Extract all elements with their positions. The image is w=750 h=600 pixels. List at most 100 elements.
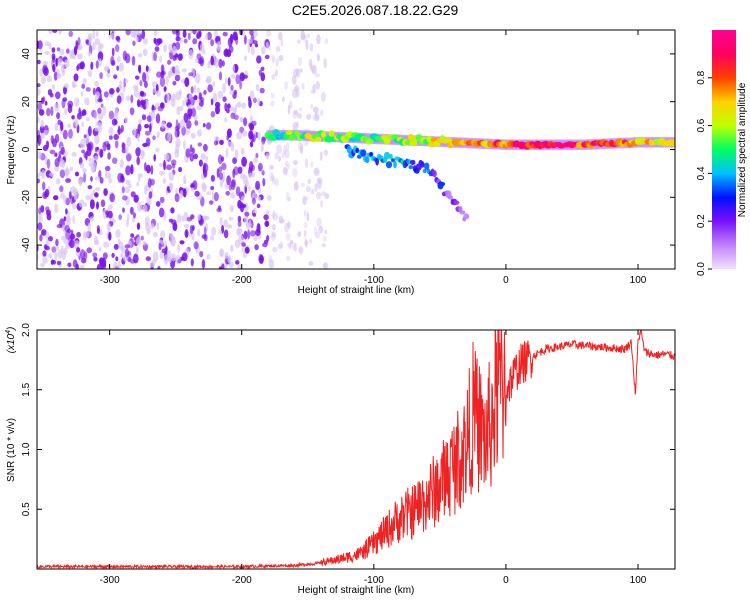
noise-blob <box>156 222 160 230</box>
noise-blob <box>265 30 272 37</box>
noise-blob <box>232 168 236 179</box>
noise-blob <box>190 132 196 139</box>
noise-blob <box>259 256 264 261</box>
noise-blob <box>184 96 188 104</box>
colorbar-ticks: 0.0 0.2 0.4 0.6 0.8 <box>696 70 712 276</box>
noise-blob <box>186 120 192 129</box>
noise-blob <box>73 190 78 201</box>
noise-blob <box>41 229 47 236</box>
noise-blob <box>224 252 229 260</box>
branch-blob <box>393 160 397 169</box>
noise-blob <box>54 203 59 214</box>
noise-blob <box>136 222 141 230</box>
noise-blob <box>236 101 242 108</box>
noise-blob <box>241 102 247 109</box>
noise-blob <box>184 223 190 229</box>
noise-blob <box>226 224 233 229</box>
noise-blob <box>229 205 234 213</box>
noise-blob <box>156 131 160 139</box>
noise-blob <box>299 68 303 73</box>
noise-blob <box>220 248 223 257</box>
noise-blob <box>162 178 167 184</box>
noise-blob <box>59 185 64 193</box>
noise-blob <box>274 69 278 77</box>
noise-blob <box>259 87 265 94</box>
noise-blob <box>279 241 284 248</box>
noise-blob <box>290 239 294 245</box>
noise-blob <box>124 53 131 64</box>
noise-blob <box>54 158 60 167</box>
snr-x-tick-label: -300 <box>100 575 120 586</box>
noise-blob <box>167 59 172 65</box>
noise-blob <box>286 141 290 151</box>
noise-blob <box>43 129 49 136</box>
noise-blob <box>81 121 84 128</box>
noise-blob <box>124 116 129 124</box>
noise-blob <box>230 112 236 119</box>
noise-blob <box>272 212 279 221</box>
spectrogram-y-tick-label: -40 <box>21 237 32 252</box>
noise-blob <box>249 230 256 237</box>
noise-blob <box>287 197 292 202</box>
noise-blob <box>313 167 320 177</box>
noise-blob <box>169 236 176 247</box>
noise-blob <box>237 264 243 269</box>
snr-series-line <box>37 330 675 569</box>
branch-blob <box>383 151 391 160</box>
noise-blob <box>250 46 255 56</box>
snr-y-tick-label: 1.0 <box>21 442 32 456</box>
noise-blob <box>52 64 56 73</box>
noise-blob <box>306 113 312 120</box>
snr-y-scale-suffix: ) <box>6 327 17 331</box>
noise-blob <box>51 84 56 90</box>
noise-blob <box>210 55 214 66</box>
noise-blob <box>92 42 96 51</box>
noise-blob <box>46 213 52 221</box>
noise-blob <box>116 95 122 104</box>
noise-blob <box>299 145 304 154</box>
noise-blob <box>212 81 216 87</box>
spectrogram-x-tick-label: 100 <box>630 275 647 286</box>
noise-blob <box>224 77 228 85</box>
noise-blob <box>146 227 151 235</box>
noise-blob <box>264 220 270 227</box>
noise-blob <box>191 108 197 117</box>
noise-blob <box>37 222 43 231</box>
noise-blob <box>52 55 56 63</box>
ridge-blob <box>426 135 433 143</box>
noise-blob <box>298 107 303 112</box>
noise-blob <box>244 35 247 45</box>
noise-blob <box>137 133 140 142</box>
noise-blob <box>234 149 239 158</box>
noise-blob <box>37 213 43 223</box>
noise-blob <box>287 163 291 170</box>
noise-blob <box>270 93 275 99</box>
noise-blob <box>139 173 143 178</box>
noise-blob <box>282 167 288 175</box>
colorbar-tick-label: 0.8 <box>696 70 707 84</box>
noise-blob <box>130 258 136 264</box>
noise-blob <box>310 103 314 109</box>
branch-blob <box>406 158 412 165</box>
noise-blob <box>71 151 77 157</box>
noise-blob <box>93 256 98 262</box>
noise-blob <box>54 123 59 132</box>
spectrogram-y-tick-label: 20 <box>21 96 32 108</box>
noise-blob <box>166 122 173 128</box>
noise-blob <box>312 114 318 121</box>
noise-blob <box>57 58 62 66</box>
noise-blob <box>69 166 74 172</box>
noise-blob <box>55 238 59 246</box>
noise-blob <box>160 121 166 129</box>
noise-blob <box>44 101 48 106</box>
noise-blob <box>229 90 235 95</box>
noise-blob <box>205 32 209 40</box>
snr-y-scale: (x104) <box>5 327 17 354</box>
noise-blob <box>112 157 118 164</box>
noise-blob <box>178 105 184 111</box>
noise-blob <box>241 242 246 247</box>
noise-blob <box>50 135 54 144</box>
colorbar-tick-label: 0.0 <box>696 262 707 276</box>
noise-blob <box>55 91 61 100</box>
noise-blob <box>63 86 67 95</box>
